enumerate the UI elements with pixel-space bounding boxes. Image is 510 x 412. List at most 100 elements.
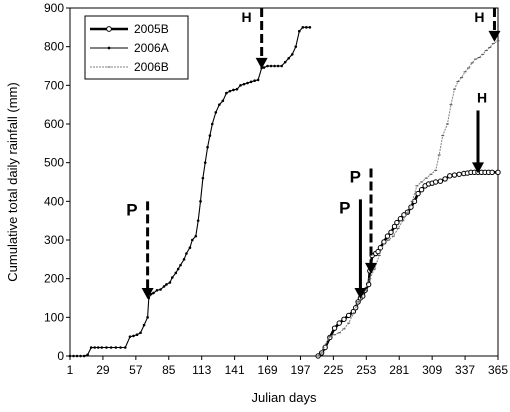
data-point-2006A [305, 26, 308, 29]
data-point-2005B [345, 312, 352, 319]
data-point-2006B [441, 135, 445, 137]
data-point-2006B [410, 200, 414, 202]
data-point-2006B [452, 88, 456, 90]
y-axis-title: Cumulative total daily rainfall (mm) [5, 82, 20, 281]
series-2005B [315, 169, 501, 359]
data-point-2006A [72, 354, 75, 358]
data-point-2005B [331, 325, 338, 331]
data-point-2006A [256, 78, 260, 82]
data-point-2006A [308, 26, 312, 29]
data-point-2006A [188, 246, 192, 250]
data-point-2006A [287, 56, 291, 60]
data-point-2006B [496, 40, 500, 42]
data-point-2006A [290, 53, 294, 56]
data-point-2006A [168, 281, 172, 284]
data-point-2005B [418, 187, 425, 193]
data-point-2005B [341, 316, 347, 322]
x-tick-label: 29 [96, 363, 110, 377]
data-point-2006A [174, 271, 178, 275]
x-tick-label: 169 [258, 363, 278, 377]
data-point-2006B [424, 177, 428, 179]
data-point-2006A [86, 353, 89, 357]
data-point-2006A [89, 346, 93, 349]
data-point-2006A [301, 26, 305, 29]
data-point-2006B [434, 169, 438, 171]
arrow-label-p: P [126, 200, 137, 219]
data-point-2005B [451, 172, 458, 178]
data-point-2006B [470, 62, 474, 64]
x-axis-title: Julian days [251, 390, 317, 405]
data-point-2006A [155, 288, 159, 292]
data-point-2005B [384, 233, 391, 239]
data-point-2006A [249, 80, 253, 84]
data-point-2006A [75, 354, 79, 358]
data-point-2006A [228, 89, 232, 93]
arrowhead [472, 162, 485, 174]
data-point-2005B [375, 248, 381, 255]
series-2006B [316, 40, 500, 357]
legend-marker-2005B [106, 26, 112, 32]
arrow-label-h: H [477, 89, 487, 105]
data-point-2006B [405, 212, 409, 214]
y-tick-label: 600 [44, 117, 64, 131]
data-point-2006B [477, 56, 481, 58]
y-tick-label: 900 [44, 1, 64, 15]
data-point-2006B [491, 43, 495, 45]
data-point-2006A [266, 64, 269, 68]
data-point-2006A [82, 354, 86, 358]
data-point-2006A [68, 354, 72, 358]
data-point-2005B [432, 179, 439, 185]
data-point-2006A [239, 84, 242, 87]
series-2006A [68, 26, 312, 358]
plot-area: 0 100 200 300 400 500 600 700 800 900 1 29 57 85 113 14… [44, 1, 508, 377]
data-point-2006A [170, 276, 174, 279]
data-point-2005B [489, 169, 495, 176]
arrowhead [365, 262, 378, 274]
x-tick-label: 85 [162, 363, 176, 377]
data-point-2006A [225, 91, 228, 95]
plot-frame [69, 7, 499, 357]
data-point-2006B [373, 268, 377, 270]
data-point-2006B [420, 181, 424, 183]
data-point-2006B [368, 278, 372, 280]
x-tick-label: 141 [225, 363, 245, 377]
data-point-2005B [437, 178, 444, 184]
data-point-2006A [269, 64, 273, 68]
x-tick-label: 225 [323, 363, 343, 377]
y-tick-label: 700 [44, 78, 64, 92]
data-point-2005B [388, 229, 394, 235]
data-point-2005B [394, 219, 400, 226]
y-tick-label: 0 [57, 349, 64, 363]
arrow-label-h: H [242, 9, 252, 25]
x-tick-label: 113 [192, 363, 211, 377]
data-point-2006B [356, 301, 360, 303]
data-point-2006A [283, 60, 287, 64]
data-point-2006A [159, 288, 162, 291]
data-point-2006A [123, 346, 127, 349]
data-point-2006A [194, 234, 198, 238]
data-point-2006B [456, 80, 460, 82]
data-point-2006A [142, 323, 146, 327]
data-point-2006A [100, 346, 104, 349]
y-tick-label: 800 [44, 40, 64, 54]
y-tick-label: 200 [44, 272, 64, 286]
data-point-2006A [93, 346, 96, 349]
x-tick-label: 309 [422, 363, 442, 377]
arrowhead [488, 30, 501, 42]
data-point-2006A [203, 161, 207, 164]
data-point-2006B [360, 297, 364, 299]
data-point-2006A [294, 45, 298, 48]
arrow-h: H [242, 8, 268, 69]
data-point-2006A [152, 291, 155, 295]
legend-marker-2006B [107, 66, 111, 68]
x-tick-label: 365 [488, 363, 508, 377]
data-point-2006A [276, 64, 280, 68]
data-point-2006B [382, 243, 386, 245]
data-point-2006A [185, 252, 188, 255]
legend-label-2005B: 2005B [134, 22, 169, 36]
y-tick-label: 100 [44, 310, 64, 324]
data-point-2006A [139, 331, 142, 335]
data-point-2006A [208, 134, 212, 137]
data-point-2006A [218, 103, 221, 106]
